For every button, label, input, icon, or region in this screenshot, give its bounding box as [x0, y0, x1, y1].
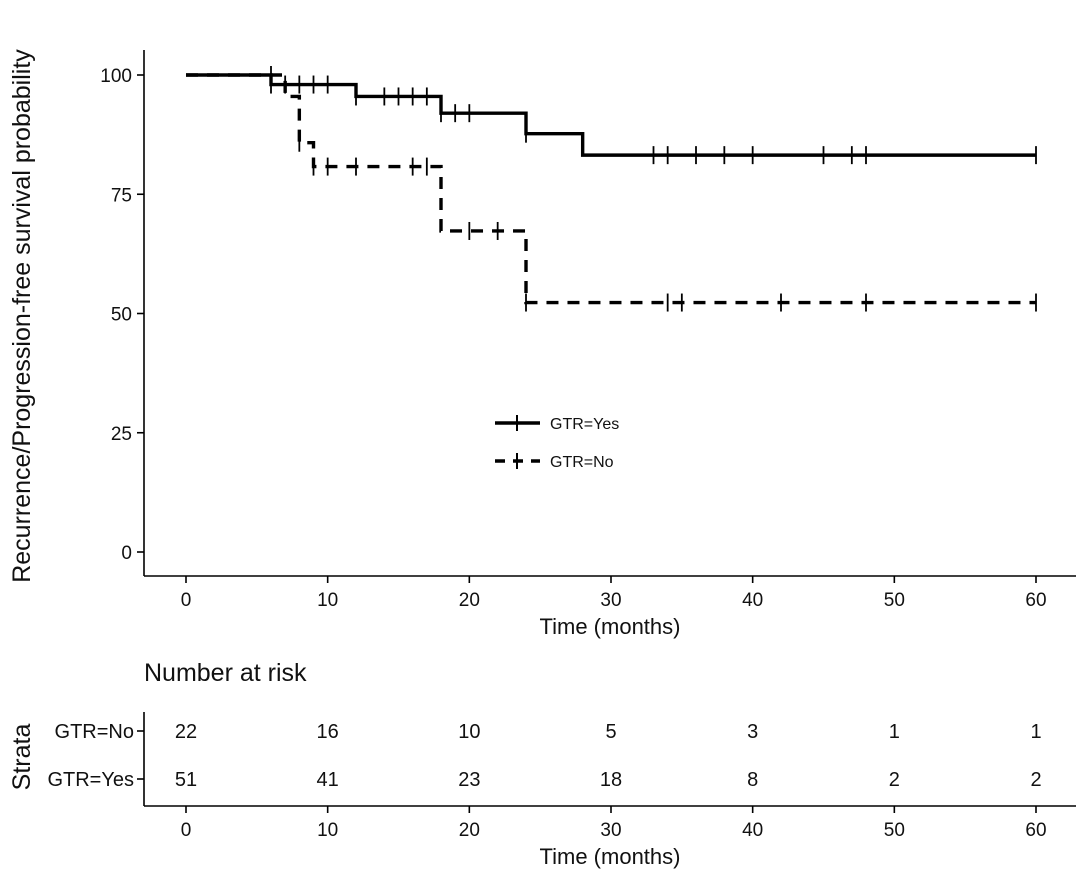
y-tick-label: 50: [111, 305, 132, 326]
risk-count: 18: [600, 769, 622, 791]
x-tick-label: 30: [600, 590, 621, 611]
risk-strata-label: Strata: [8, 724, 36, 791]
risk-count: 10: [458, 721, 480, 743]
risk-x-tick-label: 10: [317, 820, 338, 841]
x-tick-label: 0: [181, 590, 192, 611]
legend: GTR=Yes GTR=No: [495, 415, 619, 471]
risk-x-tick-label: 40: [742, 820, 763, 841]
risk-count: 5: [605, 721, 616, 743]
y-ticks: 0 25 50 75 100: [100, 66, 144, 564]
y-tick-label: 75: [111, 185, 132, 206]
risk-count: 8: [747, 769, 758, 791]
legend-label-yes: GTR=Yes: [550, 416, 619, 433]
risk-x-tick-label: 0: [181, 820, 192, 841]
risk-count: 51: [175, 769, 197, 791]
risk-count: 41: [317, 769, 339, 791]
risk-x-ticks: 0 10 20 30 40 50 60: [181, 806, 1047, 841]
legend-label-no: GTR=No: [550, 454, 614, 471]
risk-count: 3: [747, 721, 758, 743]
risk-count: 2: [1030, 769, 1041, 791]
risk-x-tick-label: 50: [884, 820, 905, 841]
risk-x-tick-label: 20: [459, 820, 480, 841]
curve-gtr-no: [186, 73, 1036, 305]
x-tick-label: 40: [742, 590, 763, 611]
risk-count: 16: [317, 721, 339, 743]
x-tick-label: 20: [459, 590, 480, 611]
risk-x-tick-label: 60: [1025, 820, 1046, 841]
y-tick-label: 100: [100, 66, 132, 87]
risk-row-label: GTR=Yes: [47, 769, 134, 791]
y-axis-title: Recurrence/Progression-free survival pro…: [8, 49, 36, 583]
risk-count: 1: [1030, 721, 1041, 743]
x-ticks: 0 10 20 30 40 50 60: [181, 576, 1047, 611]
risk-x-axis-title: Time (months): [540, 844, 681, 869]
risk-row-label: GTR=No: [55, 721, 134, 743]
survival-curves: [186, 66, 1037, 312]
x-tick-label: 10: [317, 590, 338, 611]
risk-table-title: Number at risk: [144, 659, 307, 687]
risk-count: 22: [175, 721, 197, 743]
y-tick-label: 25: [111, 424, 132, 445]
x-tick-label: 50: [884, 590, 905, 611]
risk-count: 1: [889, 721, 900, 743]
risk-x-tick-label: 30: [600, 820, 621, 841]
risk-count: 23: [458, 769, 480, 791]
y-tick-label: 0: [121, 543, 132, 564]
x-tick-label: 60: [1025, 590, 1046, 611]
risk-count: 2: [889, 769, 900, 791]
x-axis-title: Time (months): [540, 614, 681, 639]
